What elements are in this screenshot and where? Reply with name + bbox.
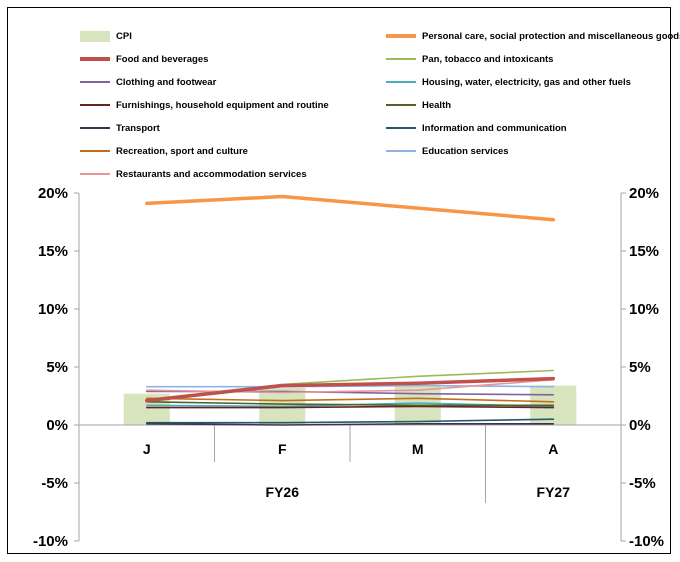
legend-swatch bbox=[80, 173, 110, 175]
series-line bbox=[145, 376, 556, 403]
series-line bbox=[146, 397, 555, 403]
legend-swatch bbox=[386, 58, 416, 60]
legend-item-series: Furnishings, household equipment and rou… bbox=[80, 98, 329, 112]
x-category-label: F bbox=[278, 441, 287, 457]
legend-swatch bbox=[386, 34, 416, 38]
legend-label: Personal care, social protection and mis… bbox=[422, 30, 680, 42]
legend-label: Food and beverages bbox=[116, 53, 209, 65]
legend-item-series: Housing, water, electricity, gas and oth… bbox=[386, 75, 631, 89]
y-tick-label-left: 0% bbox=[46, 417, 68, 434]
legend-item-series: Clothing and footwear bbox=[80, 75, 216, 89]
y-tick-label-right: 0% bbox=[629, 417, 651, 434]
series-line bbox=[146, 405, 555, 409]
y-tick-label-right: 10% bbox=[629, 301, 659, 318]
legend-swatch bbox=[80, 104, 110, 106]
x-group-label: FY27 bbox=[537, 484, 571, 500]
legend-swatch bbox=[80, 30, 110, 42]
legend-swatch bbox=[386, 104, 416, 106]
series-line bbox=[146, 400, 555, 407]
legend-label: CPI bbox=[116, 30, 132, 42]
y-tick-label-right: 20% bbox=[629, 185, 659, 202]
series-line bbox=[145, 194, 556, 222]
x-group-label: FY26 bbox=[266, 484, 300, 500]
legend-swatch bbox=[80, 81, 110, 83]
legend-item-series: Pan, tobacco and intoxicants bbox=[386, 52, 553, 66]
chart-frame bbox=[7, 7, 671, 554]
x-category-label: M bbox=[412, 441, 424, 457]
y-tick-label-right: 15% bbox=[629, 243, 659, 260]
legend-label: Recreation, sport and culture bbox=[116, 145, 248, 157]
y-tick-label-right: 5% bbox=[629, 359, 651, 376]
series-line bbox=[146, 422, 555, 426]
legend-swatch bbox=[386, 127, 416, 129]
legend-swatch bbox=[80, 127, 110, 129]
legend-swatch bbox=[386, 81, 416, 83]
legend-label: Furnishings, household equipment and rou… bbox=[116, 99, 329, 111]
legend-item-series: Information and communication bbox=[386, 121, 567, 135]
legend-item-series: Personal care, social protection and mis… bbox=[386, 29, 680, 43]
y-tick-label-left: 20% bbox=[38, 185, 68, 202]
legend-item-cpi: CPI bbox=[80, 29, 132, 43]
legend-label: Restaurants and accommodation services bbox=[116, 168, 307, 180]
legend-label: Health bbox=[422, 99, 452, 111]
legend-item-series: Food and beverages bbox=[80, 52, 208, 66]
x-category-label: A bbox=[548, 441, 558, 457]
x-category-label: J bbox=[143, 441, 151, 457]
legend-label: Transport bbox=[116, 122, 160, 134]
y-tick-label-right: -5% bbox=[629, 475, 656, 492]
legend-swatch bbox=[80, 150, 110, 152]
legend-label: Clothing and footwear bbox=[116, 76, 217, 88]
legend-label: Information and communication bbox=[422, 122, 567, 134]
legend-item-series: Transport bbox=[80, 121, 160, 135]
series-line bbox=[146, 418, 555, 424]
y-tick-label-left: -5% bbox=[41, 475, 68, 492]
legend-item-series: Recreation, sport and culture bbox=[80, 144, 248, 158]
legend-swatch bbox=[386, 150, 416, 152]
legend-item-series: Education services bbox=[386, 144, 509, 158]
y-tick-label-left: 10% bbox=[38, 301, 68, 318]
y-tick-label-right: -10% bbox=[629, 533, 664, 550]
legend-label: Pan, tobacco and intoxicants bbox=[422, 53, 554, 65]
legend-label: Education services bbox=[422, 145, 509, 157]
y-tick-label-left: 15% bbox=[38, 243, 68, 260]
legend-swatch bbox=[80, 57, 110, 61]
chart-legend: CPI Personal care, social protection and… bbox=[0, 0, 680, 185]
legend-label: Housing, water, electricity, gas and oth… bbox=[422, 76, 631, 88]
legend-item-series: Restaurants and accommodation services bbox=[80, 167, 307, 181]
y-tick-label-left: 5% bbox=[46, 359, 68, 376]
y-tick-label-left: -10% bbox=[33, 533, 68, 550]
legend-item-series: Health bbox=[386, 98, 451, 112]
